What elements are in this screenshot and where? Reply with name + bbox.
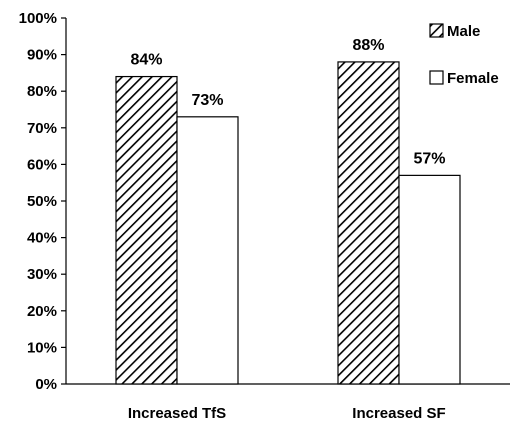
y-axis-ticks: 0% 10% 20% 30% 40% 50% 60% 70% 80% 90% 100% [19,10,66,393]
y-tick-label: 10% [27,339,57,356]
category-label: Increased SF [352,405,445,422]
y-tick-label: 70% [27,120,57,137]
bar-female [176,116,239,385]
y-tick-label: 80% [27,83,57,100]
y-tick-label: 90% [27,47,57,64]
legend: Male Female [429,23,499,87]
category-labels: Increased TfS Increased SF [128,405,446,422]
data-labels: 84% 73% 88% 57% [130,37,445,167]
legend-swatch-female [429,70,444,85]
y-tick-label: 0% [35,376,57,393]
bar-female [398,174,461,385]
legend-swatch-male [429,23,444,38]
y-tick-label: 40% [27,230,57,247]
legend-label: Female [447,70,499,87]
bar-male [115,75,178,385]
data-label: 84% [130,52,162,69]
bars [115,61,461,385]
data-label: 73% [191,92,223,109]
y-tick-label: 30% [27,266,57,283]
bar-male [337,61,400,385]
y-tick-label: 20% [27,303,57,320]
data-label: 57% [413,150,445,167]
category-label: Increased TfS [128,405,226,422]
y-tick-label: 100% [19,10,57,27]
y-tick-label: 60% [27,156,57,173]
y-tick-label: 50% [27,193,57,210]
data-label: 88% [352,37,384,54]
legend-label: Male [447,23,480,40]
